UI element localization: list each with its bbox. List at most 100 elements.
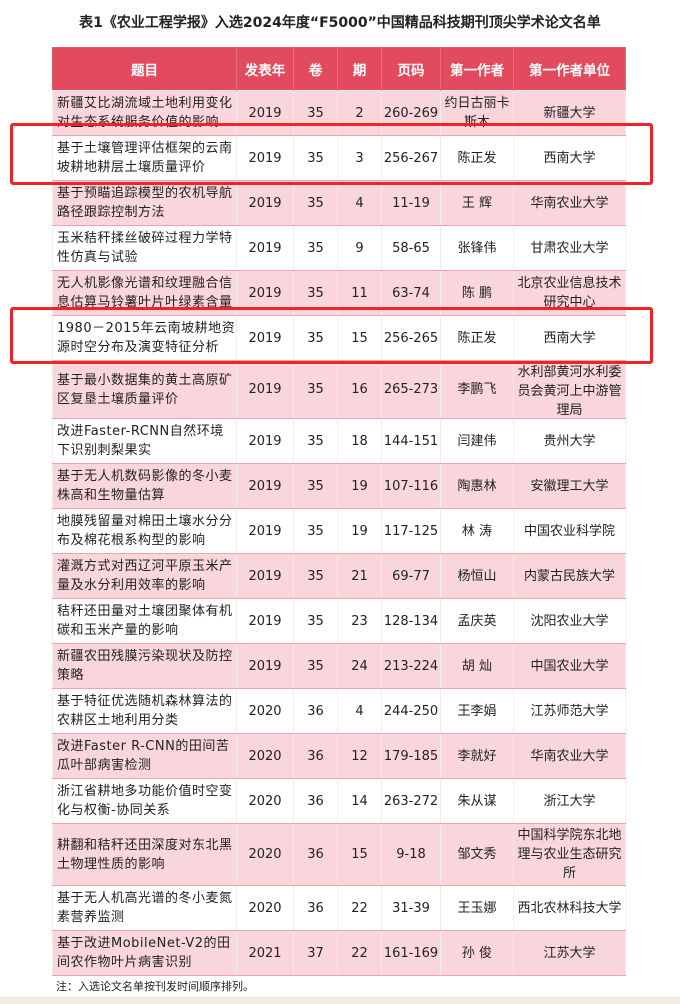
table-row: 基于无人机数码影像的冬小麦株高和生物量估算 2019 35 19 107-116 陶惠林 安…	[52, 463, 626, 509]
table-cell: 2020	[236, 823, 294, 886]
table-cell: 玉米秸秆揉丝破碎过程力学特性仿真与试验	[52, 225, 237, 271]
table-row: 新疆农田残膜污染现状及防控策略 2019 35 24 213-224 胡 灿 中国农业大学	[52, 643, 626, 689]
cell-text: 西南大学	[543, 150, 596, 166]
table-cell: 35	[293, 270, 338, 316]
table-cell: 35	[293, 180, 338, 226]
cell-text: 63-74	[392, 285, 430, 301]
table-cell: 沈阳农业大学	[513, 598, 626, 644]
cell-text: 张锋伟	[457, 240, 497, 256]
cell-text: 灌溉方式对西辽河平原玉米产量及水分利用效率的影响	[57, 559, 233, 593]
cell-text: 2019	[248, 195, 282, 211]
cell-text: 江苏大学	[543, 945, 596, 961]
table-cell: 基于最小数据集的黄土高原矿区复垦土壤质量评价	[52, 360, 237, 419]
cell-text: 新疆艾比湖流域土地利用变化对生态系统服务价值的影响	[57, 96, 233, 130]
paper-table: 题目 发表年卷期页码 第一作者 第一作者单位 新疆艾比湖流域土地利用变化对生态系统服务…	[52, 47, 626, 976]
table-cell: 胡 灿	[440, 643, 514, 689]
table-cell: 2019	[236, 418, 294, 464]
table-cell: 李鹏飞	[440, 360, 514, 419]
cell-text: 邹文秀	[457, 847, 497, 862]
table-cell: 西北农林科技大学	[513, 885, 626, 931]
cell-text: 2019	[248, 330, 282, 346]
cell-text: 15	[351, 330, 368, 346]
cell-text: 36	[307, 900, 324, 916]
cell-text: 2019	[248, 478, 282, 494]
cell-text: 35	[307, 433, 324, 449]
cell-text: 王玉娜	[457, 900, 497, 916]
table-cell: 35	[293, 463, 338, 509]
footnote: 注：入选论文名单按刊发时间顺序排列。	[56, 980, 254, 993]
table-row: 基于预瞄追踪模型的农机导航路径跟踪控制方法 2019 35 4 11-19 王 辉 华南农业…	[52, 180, 626, 226]
cell-text: 11-19	[392, 195, 430, 211]
cell-text: 265-273	[383, 382, 439, 397]
table-cell: 2021	[236, 930, 294, 976]
cell-text: 闫建伟	[457, 433, 497, 449]
table-cell: 秸秆还田量对土壤团聚体有机碳和玉米产量的影响	[52, 598, 237, 644]
table-cell: 2019	[236, 643, 294, 689]
cell-text: 16	[351, 382, 368, 397]
table-cell: 浙江大学	[513, 778, 626, 824]
cell-text: 35	[307, 568, 324, 584]
table-cell: 161-169	[381, 930, 441, 976]
cell-text: 31-39	[392, 900, 430, 916]
table-cell: 华南农业大学	[513, 180, 626, 226]
cell-text: 基于特征优选随机森林算法的农耕区土地利用分类	[57, 694, 233, 728]
cell-text: 2019	[248, 568, 282, 584]
cell-text: 256-265	[383, 330, 439, 346]
cell-text: 中国科学院东北地理与农业生态研究所	[517, 828, 622, 881]
table-row: 基于无人机高光谱的冬小麦氮素营养监测 2020 36 22 31-39 王玉娜 西北农林科技…	[52, 885, 626, 931]
column-header: 发表年	[236, 47, 294, 91]
cell-text: 256-267	[383, 150, 439, 166]
table-row: 基于改进MobileNet-V2的田间农作物叶片病害识别 2021 37 22 161-…	[52, 930, 626, 976]
cell-text: 中国农业科学院	[523, 523, 615, 539]
cell-text: 35	[307, 105, 324, 121]
cell-text: 35	[307, 285, 324, 301]
table-cell: 2020	[236, 733, 294, 779]
cell-text: 西南大学	[543, 330, 596, 346]
cell-text: 35	[307, 150, 324, 166]
table-cell: 35	[293, 598, 338, 644]
table-header-row: 题目 发表年卷期页码 第一作者 第一作者单位	[52, 47, 626, 91]
cell-text: 李就好	[457, 748, 497, 764]
table-cell: 35	[293, 418, 338, 464]
table-cell: 117-125	[381, 508, 441, 554]
table-cell: 陶惠林	[440, 463, 514, 509]
cell-text: 华南农业大学	[530, 195, 609, 211]
table-cell: 2019	[236, 315, 294, 361]
table-row: 基于土壤管理评估框架的云南坡耕地耕层土壤质量评价 2019 35 3 256-267 陈正…	[52, 135, 626, 181]
cell-text: 2020	[248, 847, 282, 862]
table-cell: 甘肃农业大学	[513, 225, 626, 271]
table-cell: 中国农业科学院	[513, 508, 626, 554]
cell-text: 161-169	[383, 945, 439, 961]
cell-text: 69-77	[392, 568, 430, 584]
table-cell: 王玉娜	[440, 885, 514, 931]
cell-text: 华南农业大学	[530, 748, 609, 764]
table-cell: 14	[337, 778, 382, 824]
cell-text: 107-116	[383, 478, 439, 494]
table-cell: 179-185	[381, 733, 441, 779]
table-cell: 安徽理工大学	[513, 463, 626, 509]
table-cell: 35	[293, 225, 338, 271]
cell-text: 贵州大学	[543, 433, 596, 449]
cell-text: 213-224	[383, 658, 439, 674]
cell-text: 2019	[248, 613, 282, 629]
table-row: 无人机影像光谱和纹理融合信息估算马铃薯叶片叶绿素含量 2019 35 11 63-74 陈…	[52, 270, 626, 316]
cell-text: 杨恒山	[457, 568, 497, 584]
cell-text: 37	[307, 945, 324, 961]
column-header: 题目	[52, 47, 237, 91]
cell-text: 地膜残留量对棉田土壤水分分布及棉花根系构型的影响	[57, 514, 233, 548]
cell-text: 4	[355, 195, 364, 211]
cell-text: 基于预瞄追踪模型的农机导航路径跟踪控制方法	[57, 186, 233, 220]
table-cell: 2019	[236, 598, 294, 644]
cell-text: 35	[307, 523, 324, 539]
table-cell: 2019	[236, 90, 294, 136]
cell-text: 玉米秸秆揉丝破碎过程力学特性仿真与试验	[57, 231, 233, 265]
cell-text: 144-151	[383, 433, 439, 449]
cell-text: 王 辉	[461, 195, 493, 211]
table-cell: 63-74	[381, 270, 441, 316]
table-cell: 16	[337, 360, 382, 419]
table-cell: 西南大学	[513, 135, 626, 181]
table-cell: 35	[293, 360, 338, 419]
table-cell: 15	[337, 823, 382, 886]
table-cell: 孙 俊	[440, 930, 514, 976]
table-cell: 新疆艾比湖流域土地利用变化对生态系统服务价值的影响	[52, 90, 237, 136]
